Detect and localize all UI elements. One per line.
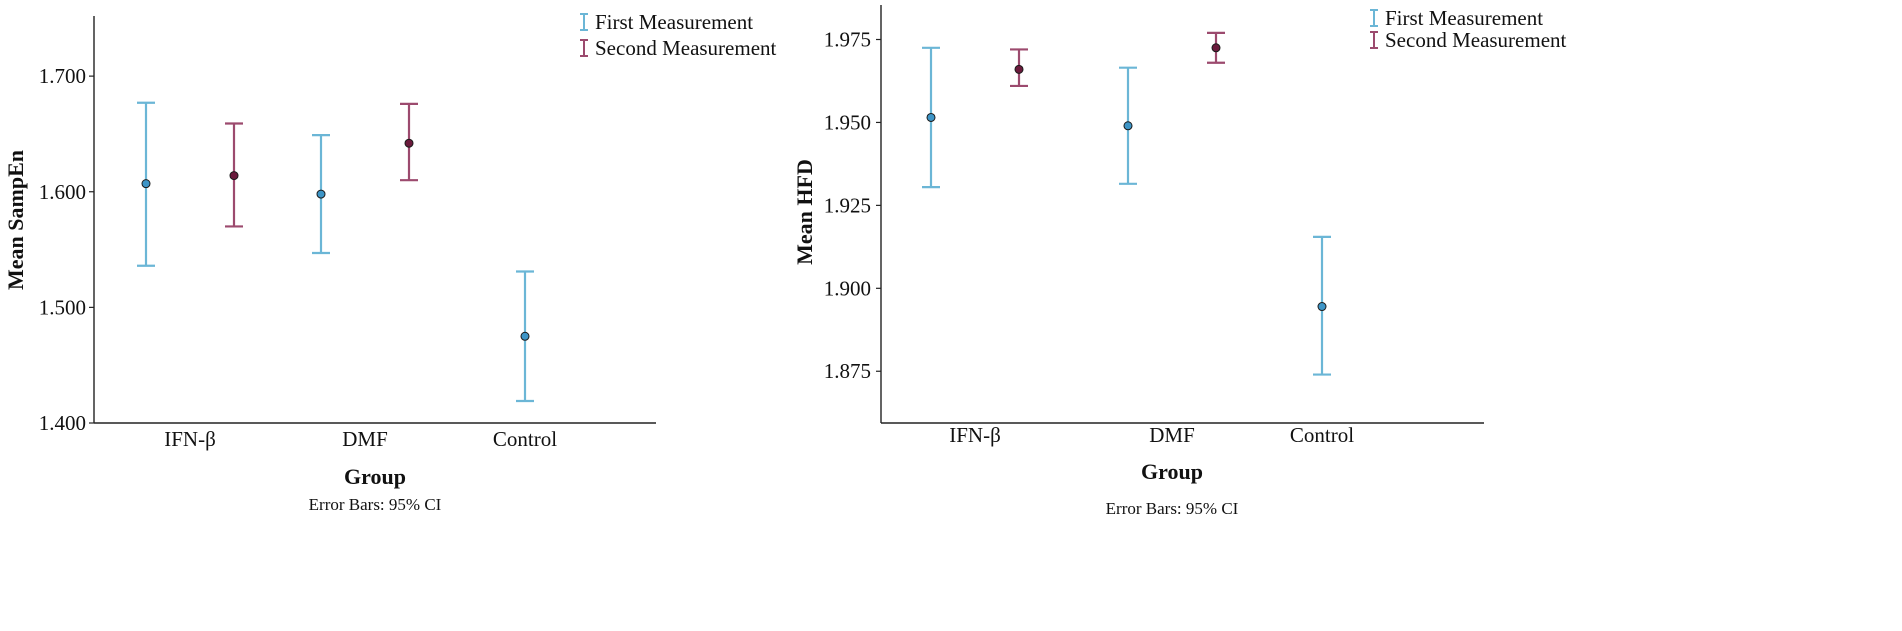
error-bar-second: [1207, 31, 1225, 64]
chart-hfd: Mean HFD Group Error Bars: 95% CI First …: [792, 5, 1567, 518]
legend-label-second: Second Measurement: [595, 36, 777, 60]
mean-point: [1014, 64, 1024, 74]
error-bar-first: [312, 133, 330, 255]
x-ticks: IFN-β DMF Control: [949, 423, 1354, 447]
legend-label-second: Second Measurement: [1385, 28, 1567, 52]
legend-label-first: First Measurement: [1385, 6, 1543, 30]
chart-sampen: Mean SampEn Group Error Bars: 95% CI Fir…: [3, 10, 777, 514]
error-bar-first: [137, 101, 155, 267]
x-tick-label: Control: [493, 427, 557, 451]
y-tick-label: 1.700: [39, 64, 86, 88]
y-axis-title: Mean SampEn: [3, 150, 28, 290]
x-tick-label: Control: [1290, 423, 1354, 447]
mean-point: [1211, 43, 1221, 53]
y-ticks: 1.400 1.500 1.600 1.700: [39, 64, 94, 435]
x-axis-title: Group: [1141, 459, 1203, 484]
y-tick-label: 1.400: [39, 411, 86, 435]
x-tick-label: IFN-β: [949, 423, 1001, 447]
y-ticks: 1.875 1.900 1.925 1.950 1.975: [824, 28, 881, 383]
mean-point: [1123, 121, 1133, 131]
legend-label-first: First Measurement: [595, 10, 753, 34]
error-bar-first: [922, 46, 940, 189]
y-tick-label: 1.975: [824, 28, 871, 52]
y-tick-label: 1.900: [824, 276, 871, 300]
error-bar-second: [1010, 48, 1028, 88]
error-bar-first: [1119, 66, 1137, 185]
mean-point: [404, 138, 414, 148]
y-tick-label: 1.500: [39, 295, 86, 319]
y-axis-title: Mean HFD: [792, 159, 817, 265]
y-tick-label: 1.875: [824, 359, 871, 383]
error-bar-first: [1313, 235, 1331, 376]
y-tick-label: 1.925: [824, 193, 871, 217]
y-tick-label: 1.600: [39, 180, 86, 204]
legend: First Measurement Second Measurement: [1370, 6, 1567, 52]
error-bars: [137, 101, 534, 403]
x-axis-title: Group: [344, 464, 406, 489]
x-tick-label: DMF: [1149, 423, 1195, 447]
error-bars-note: Error Bars: 95% CI: [309, 495, 442, 514]
mean-point: [1317, 302, 1327, 312]
mean-point: [926, 112, 936, 122]
x-tick-label: DMF: [342, 427, 388, 451]
error-bar-first: [516, 270, 534, 403]
legend: First Measurement Second Measurement: [580, 10, 777, 60]
mean-point: [520, 331, 530, 341]
y-tick-label: 1.950: [824, 110, 871, 134]
mean-point: [316, 189, 326, 199]
mean-point: [141, 179, 151, 189]
error-bars: [922, 31, 1331, 376]
error-bars-note: Error Bars: 95% CI: [1106, 499, 1239, 518]
x-ticks: IFN-β DMF Control: [164, 427, 557, 451]
error-bar-second: [225, 122, 243, 228]
mean-point: [229, 171, 239, 181]
x-tick-label: IFN-β: [164, 427, 216, 451]
error-bar-second: [400, 102, 418, 182]
